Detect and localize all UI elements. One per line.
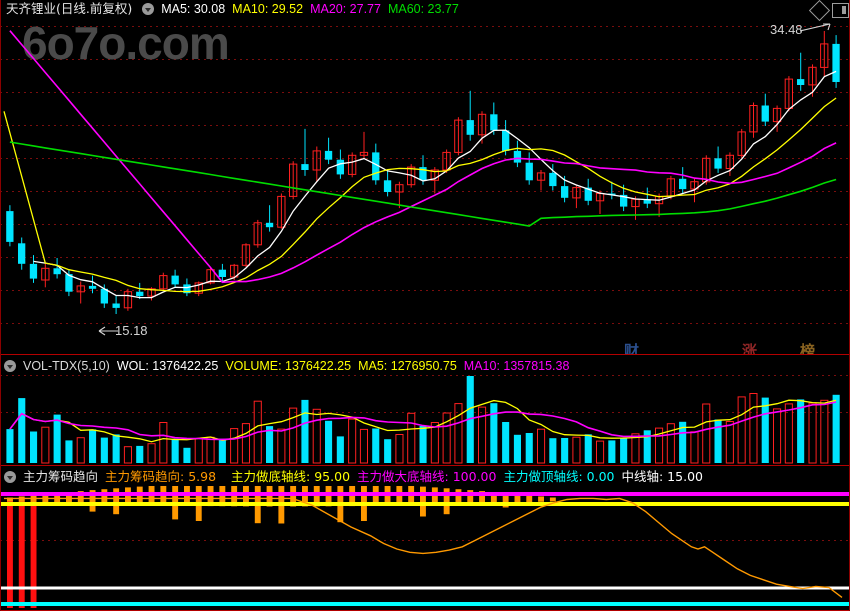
low-arrow-icon [98,326,118,336]
window-border-left [0,0,1,611]
price-panel-header: 天齐锂业(日线.前复权) MA5: 30.08 MA10: 29.52 MA20… [0,0,850,18]
legend-zuodadi-zhouxian: 主力做大底轴线: 100.00 [357,469,497,484]
price-grid-line [0,224,850,225]
diamond-icon[interactable] [808,0,831,22]
price-grid-line [0,290,850,291]
price-grid-line [0,92,850,93]
panel-separator-2 [0,465,850,466]
legend-ma5: MA5: 30.08 [161,2,226,16]
legend-zuoding-zhouxian: 主力做顶轴线: 0.00 [503,469,615,484]
price-candles-svg [3,30,840,314]
volume-grid-line [0,412,850,413]
indicator-panel-header: 主力筹码趋向 主力筹码趋向: 5.98 主力做底轴线: 95.00 主力做大底轴… [0,468,850,486]
indicator-svg [0,481,850,608]
price-grid-line [0,59,850,60]
volume-panel-header: VOL-TDX(5,10) WOL: 1376422.25 VOLUME: 13… [0,357,850,375]
legend-chouma-quxiang: 主力筹码趋向: 5.98 [105,469,217,484]
dropdown-circle-icon[interactable] [4,471,16,483]
low-price-label: 15.18 [115,323,148,338]
dropdown-circle-icon[interactable] [142,3,155,15]
indicator-title: 主力筹码趋向 [23,469,99,484]
price-grid-line [0,191,850,192]
window-restore-icon[interactable] [832,3,849,18]
volume-panel: VOL-TDX(5,10) WOL: 1376422.25 VOLUME: 13… [0,355,850,465]
legend-wol: WOL: 1376422.25 [116,359,219,373]
legend-ma20: MA20: 27.77 [310,2,381,16]
price-grid-line [0,323,850,324]
price-grid-line [0,158,850,159]
window-title: 天齐锂业(日线.前复权) [6,1,133,16]
price-grid-line [0,125,850,126]
legend-vol-ma10: MA10: 1357815.38 [463,359,570,373]
watermark-char-zhang: 涨 [742,342,758,354]
watermark-char-bang: 榜 [800,342,816,354]
site-watermark: 6o7o.com [22,17,230,69]
legend-ma10: MA10: 29.52 [232,2,304,16]
volume-bars-svg [6,376,840,464]
legend-vol-ma5: MA5: 1276950.75 [358,359,457,373]
price-panel: 6o7o.com 财 涨 榜 34.48 15.18 天齐锂业(日线.前复权) … [0,0,850,354]
watermark-char-cai: 财 [624,342,640,354]
volume-grid-line [0,375,850,376]
high-arrow-icon [800,23,831,32]
price-grid-line [0,26,850,27]
indicator-panel: 主力筹码趋向 主力筹码趋向: 5.98 主力做底轴线: 95.00 主力做大底轴… [0,466,850,611]
price-grid-line [0,257,850,258]
legend-volume: VOLUME: 1376422.25 [225,359,352,373]
indicator-grid-line [0,540,850,541]
volume-indicator-title: VOL-TDX(5,10) [23,359,110,373]
high-price-label: 34.48 [770,22,803,37]
dropdown-circle-icon[interactable] [4,360,16,372]
legend-zhongxian-zhou: 中线轴: 15.00 [621,469,703,484]
panel-separator-1 [0,354,850,355]
legend-ma60: MA60: 23.77 [387,2,459,16]
legend-zuodi-zhouxian: 主力做底轴线: 95.00 [231,469,351,484]
